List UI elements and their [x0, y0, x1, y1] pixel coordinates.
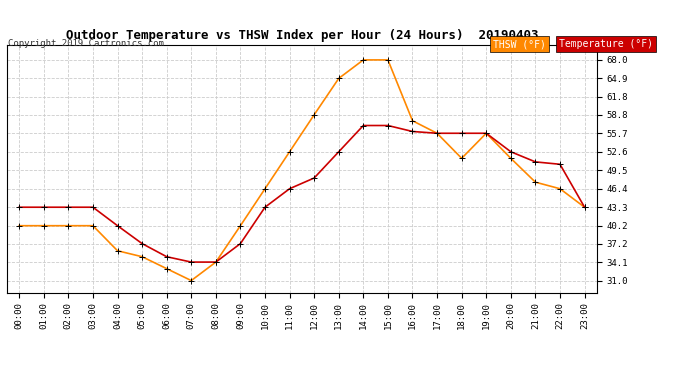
Title: Outdoor Temperature vs THSW Index per Hour (24 Hours)  20190403: Outdoor Temperature vs THSW Index per Ho… [66, 30, 538, 42]
Text: Copyright 2019 Cartronics.com: Copyright 2019 Cartronics.com [8, 39, 164, 48]
Text: Temperature (°F): Temperature (°F) [559, 39, 653, 50]
Text: THSW (°F): THSW (°F) [493, 39, 546, 50]
